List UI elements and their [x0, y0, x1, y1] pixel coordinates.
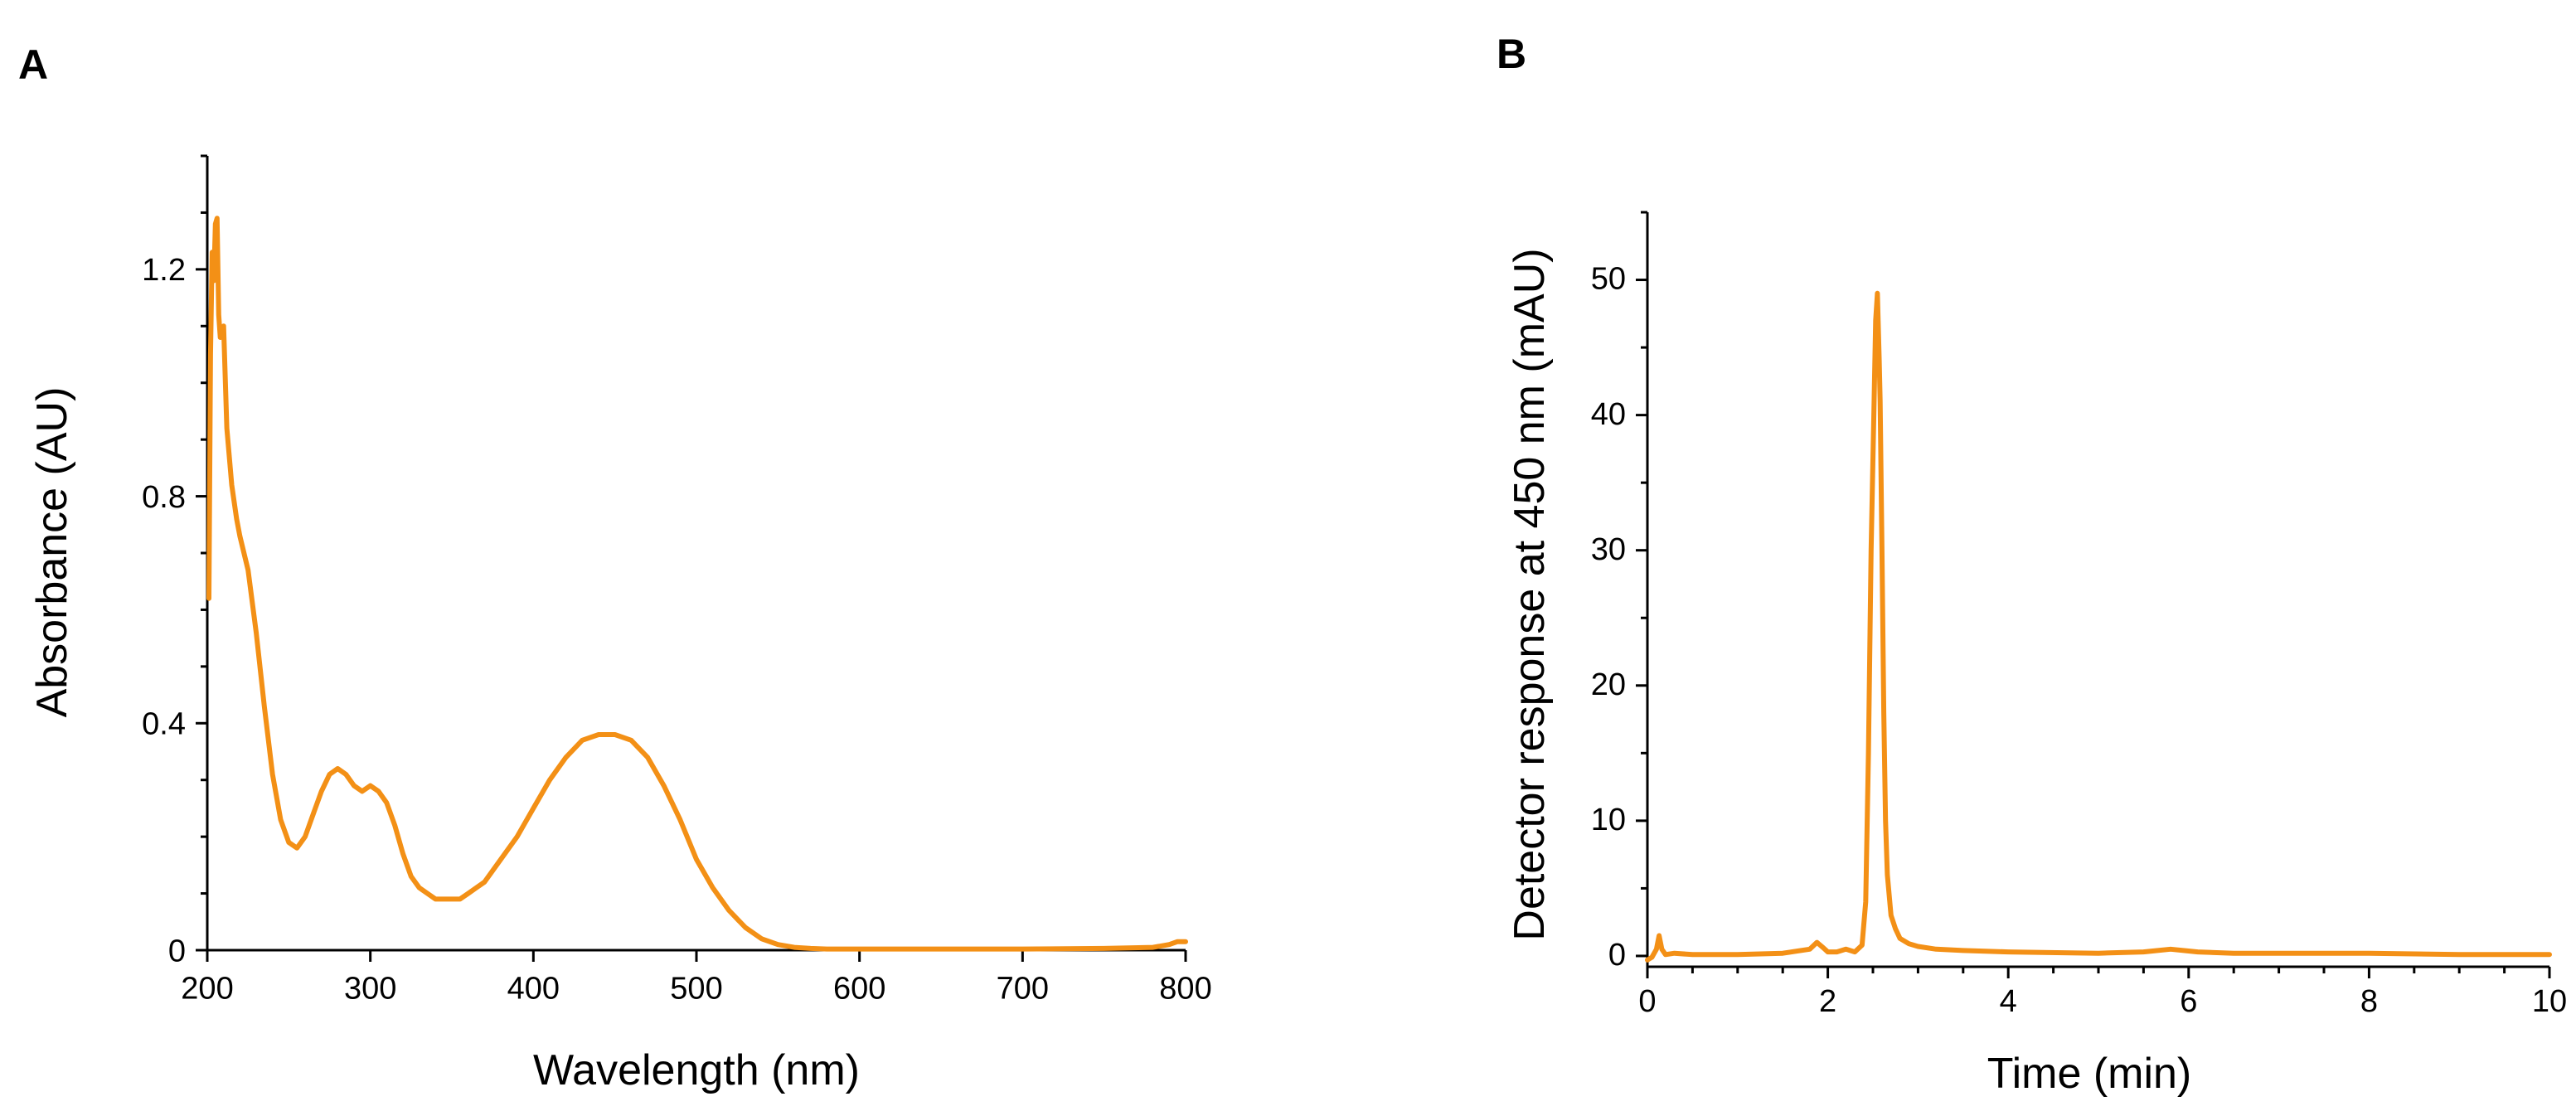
panel-a-ticks: 200 300 400 500 600 700 800 0 0.4 0.8 1.2: [142, 154, 1212, 1007]
panel-a-absorbance-chart: A 200 300 400 500 600 700 800 0 0.4 0.8 1.2 Wavele…: [18, 41, 1212, 1094]
x-tick-label: 8: [2360, 984, 2378, 1019]
x-tick-label: 10: [2532, 984, 2567, 1019]
panel-b-x-axis-label: Time (min): [1987, 1050, 2192, 1098]
x-tick-label: 700: [997, 972, 1049, 1007]
panel-a-series-line: [206, 216, 1188, 952]
y-tick-label: 0: [168, 934, 186, 968]
panel-b-y-axis-label: Detector response at 450 nm (mAU): [1506, 248, 1554, 940]
panel-a-x-axis-label: Wavelength (nm): [533, 1046, 860, 1094]
y-tick-label: 0.4: [142, 707, 186, 742]
x-tick-label: 600: [833, 972, 885, 1007]
x-tick-label: 200: [181, 972, 233, 1007]
x-tick-label: 300: [344, 972, 396, 1007]
y-tick-label: 0: [1608, 938, 1626, 973]
y-tick-label: 20: [1591, 667, 1626, 702]
x-tick-label: 4: [2000, 984, 2017, 1019]
y-tick-label: 50: [1591, 262, 1626, 297]
panel-b-ticks: 0 2 4 6 8 10 0 10 20 30 40 50: [1591, 211, 2567, 1019]
panel-letter-b: B: [1497, 31, 1526, 77]
panel-b-chromatogram-chart: B 0 2 4 6 8 10 0 10 20 30 40 50 Time (min) Detector…: [1497, 31, 2567, 1098]
panel-letter-a: A: [18, 41, 48, 88]
y-tick-label: 1.2: [142, 253, 186, 288]
x-tick-label: 500: [670, 972, 722, 1007]
panel-b-series-line: [1645, 290, 2552, 963]
y-tick-label: 0.8: [142, 480, 186, 515]
panel-a-y-axis-label: Absorbance (AU): [28, 387, 76, 718]
x-tick-label: 800: [1159, 972, 1211, 1007]
x-tick-label: 400: [507, 972, 560, 1007]
y-tick-label: 10: [1591, 803, 1626, 837]
y-tick-label: 40: [1591, 397, 1626, 432]
x-tick-label: 0: [1638, 984, 1656, 1019]
x-tick-label: 6: [2180, 984, 2197, 1019]
y-tick-label: 30: [1591, 532, 1626, 567]
x-tick-label: 2: [1819, 984, 1836, 1019]
